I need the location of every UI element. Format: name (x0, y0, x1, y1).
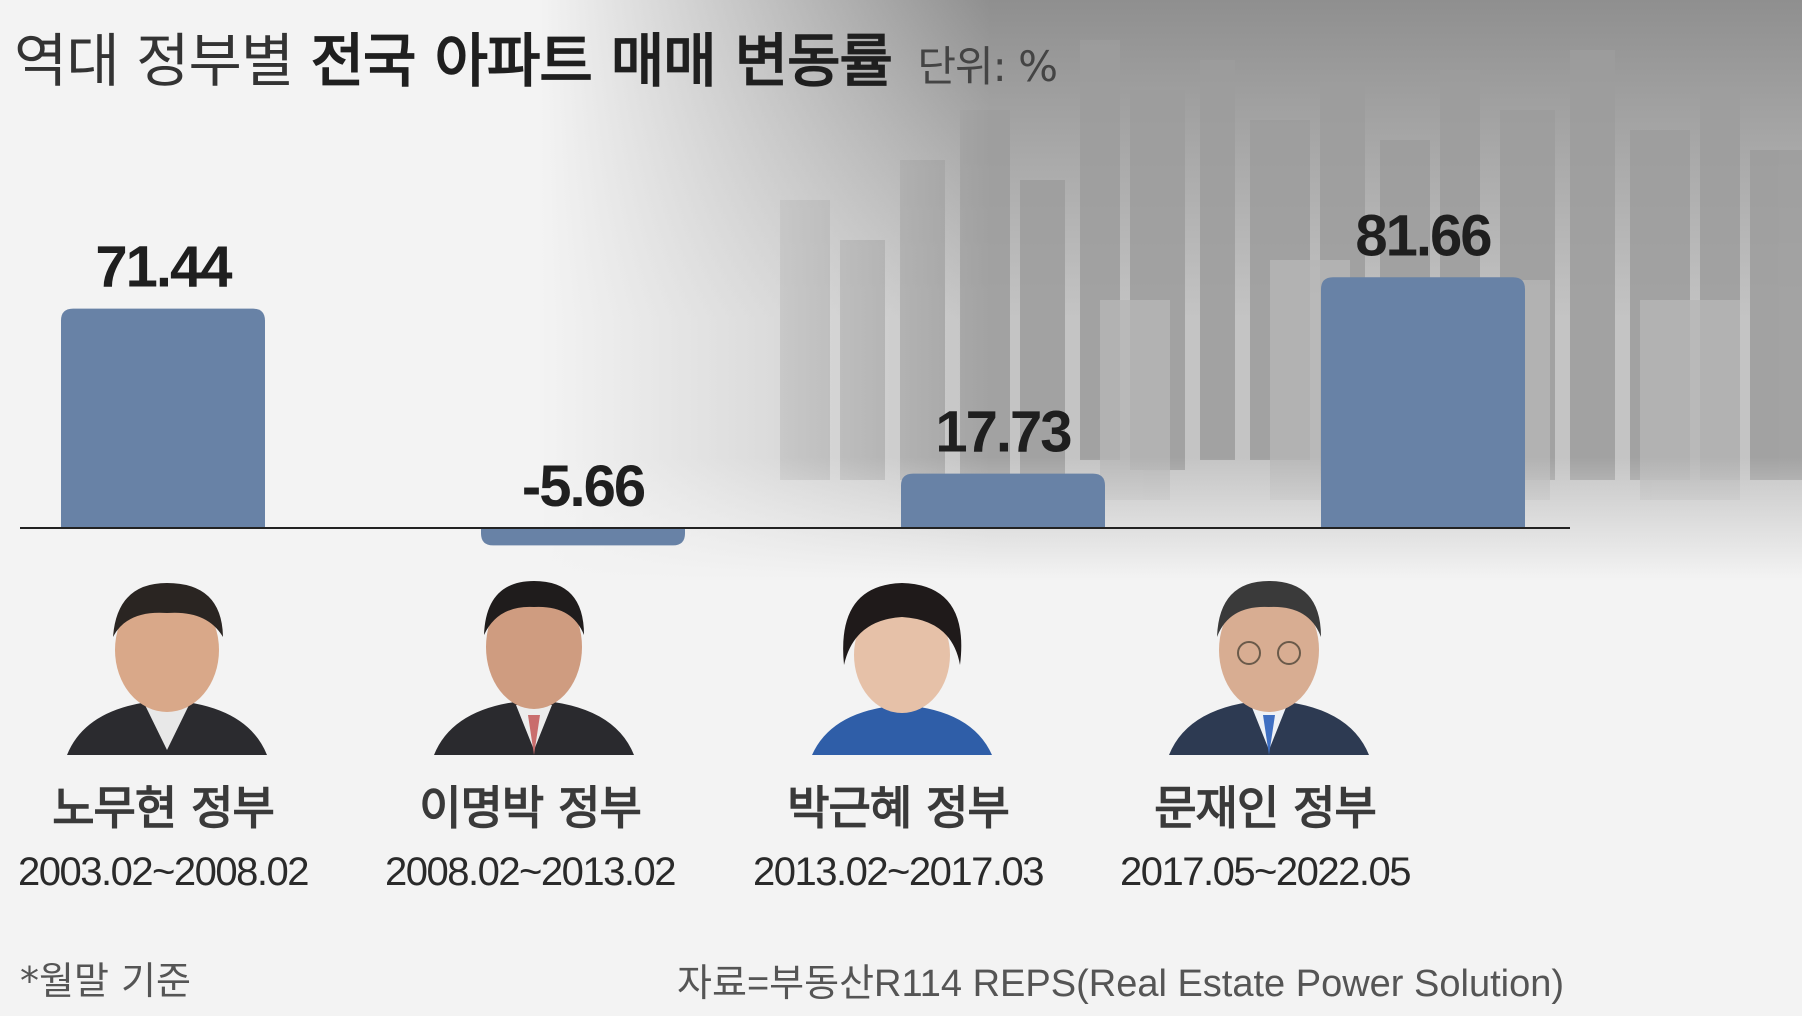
source-note: 자료=부동산R114 REPS(Real Estate Power Soluti… (677, 963, 1564, 1005)
portrait-roh-icon (67, 583, 267, 755)
data-label: 17.73 (935, 400, 1071, 465)
category-label: 노무현 정부 (52, 781, 275, 835)
chart-title: 역대 정부별 전국 아파트 매매 변동률 단위: % (14, 14, 1058, 98)
title-main: 전국 아파트 매매 변동률 (310, 27, 893, 95)
category-label: 박근혜 정부 (787, 781, 1010, 835)
portrait-lee-icon (434, 581, 634, 755)
footnote: *월말 기준 (20, 959, 191, 1003)
category-label: 문재인 정부 (1154, 781, 1377, 835)
bar-chart: 71.44 -5.66 17.73 81.66 (20, 203, 1570, 546)
period-label: 2013.02~2017.03 (752, 850, 1045, 894)
category-label: 이명박 정부 (419, 781, 642, 835)
portrait-park-icon (812, 583, 992, 755)
period-label: 2003.02~2008.02 (17, 850, 310, 894)
data-label: -5.66 (522, 454, 645, 519)
portrait-moon-icon (1169, 581, 1369, 755)
title-unit: 단위: % (917, 42, 1058, 91)
data-label: 71.44 (95, 235, 232, 300)
bar (1321, 277, 1525, 528)
data-label: 81.66 (1355, 203, 1491, 268)
title-prefix: 역대 정부별 (14, 27, 294, 95)
bar (481, 528, 685, 546)
period-label: 2017.05~2022.05 (1119, 850, 1412, 894)
bar (901, 473, 1105, 528)
period-label: 2008.02~2013.02 (384, 850, 677, 894)
bar (61, 308, 265, 528)
